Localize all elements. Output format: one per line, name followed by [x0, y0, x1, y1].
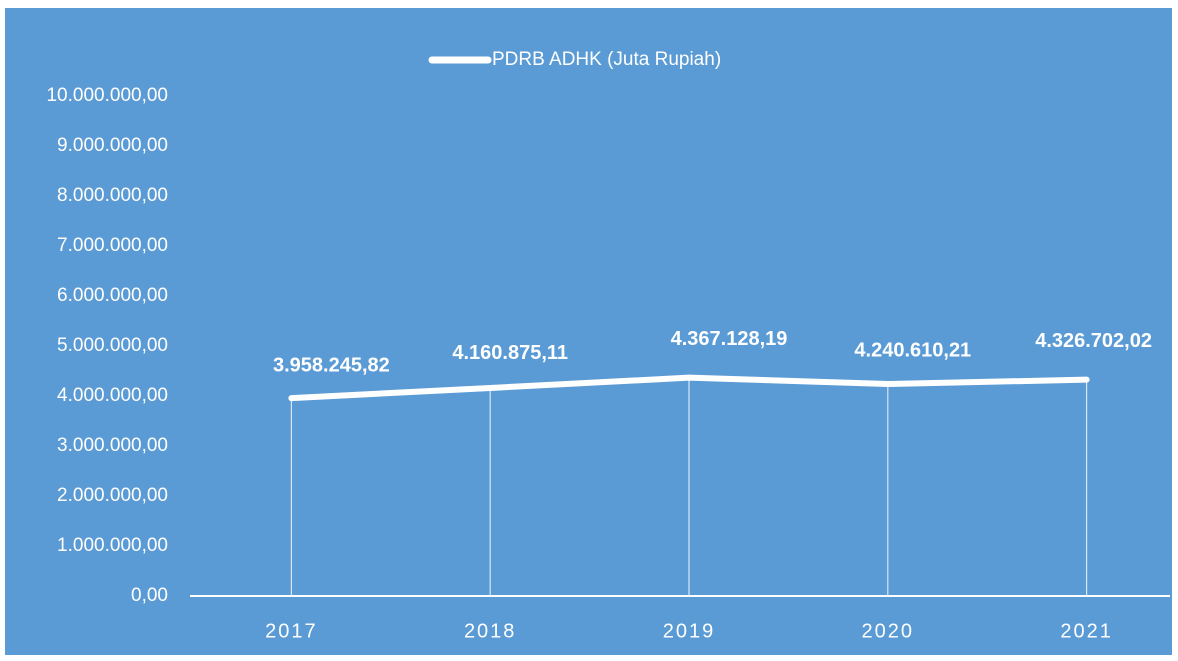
- y-tick-label: 0,00: [131, 585, 168, 606]
- y-tick-label: 8.000.000,00: [57, 185, 168, 206]
- data-label: 4.326.702,02: [1035, 330, 1152, 352]
- data-label: 4.160.875,11: [452, 342, 568, 364]
- y-tick-label: 9.000.000,00: [57, 135, 168, 156]
- y-tick-label: 3.000.000,00: [57, 435, 168, 456]
- legend-label: PDRB ADHK (Juta Rupiah): [492, 49, 721, 70]
- data-line: [288, 374, 1090, 402]
- x-tick-label: 2020: [862, 620, 915, 642]
- y-tick-label: 6.000.000,00: [57, 285, 168, 306]
- data-label: 4.240.610,21: [854, 339, 971, 361]
- y-tick-label: 7.000.000,00: [57, 235, 168, 256]
- y-tick-label: 5.000.000,00: [57, 335, 168, 356]
- y-tick-label: 2.000.000,00: [57, 485, 168, 506]
- y-tick-label: 4.000.000,00: [57, 385, 168, 406]
- y-tick-label: 1.000.000,00: [57, 535, 168, 556]
- x-tick-label: 2017: [265, 620, 318, 642]
- chart-background: [5, 8, 1172, 655]
- data-label: 3.958.245,82: [273, 354, 390, 376]
- x-tick-label: 2018: [464, 620, 517, 642]
- x-tick-label: 2021: [1060, 620, 1113, 642]
- data-label: 4.367.128,19: [671, 328, 788, 350]
- x-tick-label: 2019: [663, 620, 716, 642]
- y-tick-label: 10.000.000,00: [46, 85, 168, 106]
